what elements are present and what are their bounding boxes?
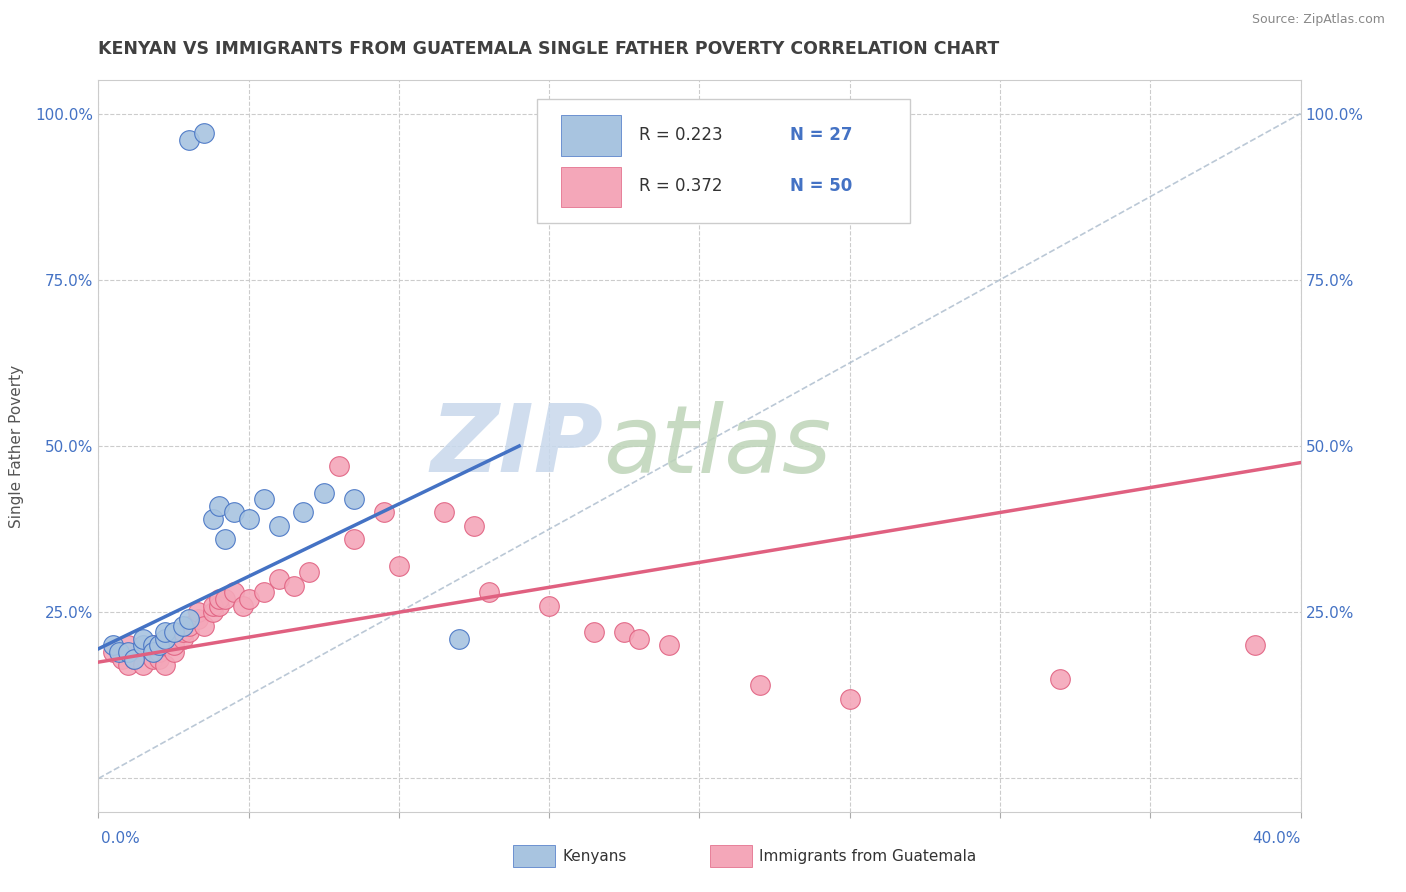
Point [108, 645, 131, 659]
Point [222, 585, 245, 599]
Point [132, 632, 155, 646]
Point [148, 645, 170, 659]
Point [193, 618, 215, 632]
Point [343, 532, 366, 546]
Point [177, 625, 200, 640]
Text: Kenyans: Kenyans [562, 849, 627, 863]
Point [153, 639, 176, 653]
Point [124, 652, 146, 666]
Point [214, 591, 236, 606]
Text: ZIP: ZIP [430, 400, 603, 492]
Point [162, 625, 184, 640]
Point [343, 492, 366, 507]
Point [1049, 672, 1071, 686]
Point [658, 639, 681, 653]
Point [124, 652, 146, 666]
Point [463, 518, 485, 533]
Point [177, 618, 200, 632]
Point [132, 658, 155, 673]
Point [148, 639, 170, 653]
Point [208, 499, 231, 513]
Point [117, 658, 139, 673]
Point [1244, 639, 1267, 653]
Point [583, 625, 606, 640]
Point [232, 599, 254, 613]
Text: 0.0%: 0.0% [101, 831, 141, 846]
Point [132, 639, 155, 653]
Point [162, 639, 184, 653]
Point [187, 605, 209, 619]
Point [141, 645, 163, 659]
Point [177, 612, 200, 626]
Point [628, 632, 651, 646]
Point [103, 645, 125, 659]
Point [214, 532, 236, 546]
Point [328, 458, 350, 473]
Point [267, 572, 290, 586]
Point [111, 652, 134, 666]
Y-axis label: Single Father Poverty: Single Father Poverty [10, 365, 24, 527]
Point [267, 518, 290, 533]
FancyBboxPatch shape [537, 99, 910, 223]
Point [238, 512, 260, 526]
Text: R = 0.372: R = 0.372 [640, 178, 723, 195]
Point [141, 639, 163, 653]
Point [172, 625, 194, 640]
Point [141, 652, 163, 666]
Point [312, 485, 335, 500]
Point [153, 658, 176, 673]
Text: atlas: atlas [603, 401, 831, 491]
FancyBboxPatch shape [561, 115, 621, 155]
Point [162, 645, 184, 659]
Text: N = 27: N = 27 [790, 126, 852, 145]
Point [201, 512, 224, 526]
Point [478, 585, 501, 599]
Point [148, 652, 170, 666]
Point [172, 618, 194, 632]
Point [177, 133, 200, 147]
Point [388, 558, 411, 573]
Point [298, 566, 321, 580]
Point [208, 599, 231, 613]
Point [187, 612, 209, 626]
Point [132, 645, 155, 659]
Point [117, 645, 139, 659]
Point [283, 579, 305, 593]
Point [201, 605, 224, 619]
Point [613, 625, 636, 640]
Point [193, 127, 215, 141]
Point [153, 625, 176, 640]
FancyBboxPatch shape [561, 167, 621, 207]
Point [433, 506, 456, 520]
Point [447, 632, 470, 646]
Point [253, 585, 276, 599]
Point [117, 639, 139, 653]
Point [103, 639, 125, 653]
Point [201, 599, 224, 613]
Point [748, 678, 770, 692]
Text: Immigrants from Guatemala: Immigrants from Guatemala [759, 849, 977, 863]
Point [208, 591, 231, 606]
Text: KENYAN VS IMMIGRANTS FROM GUATEMALA SINGLE FATHER POVERTY CORRELATION CHART: KENYAN VS IMMIGRANTS FROM GUATEMALA SING… [98, 40, 1000, 58]
Point [238, 591, 260, 606]
Text: R = 0.223: R = 0.223 [640, 126, 723, 145]
Point [222, 506, 245, 520]
Text: N = 50: N = 50 [790, 178, 852, 195]
Text: 40.0%: 40.0% [1253, 831, 1301, 846]
Point [153, 632, 176, 646]
Point [373, 506, 395, 520]
Point [838, 691, 860, 706]
Point [141, 639, 163, 653]
Point [291, 506, 314, 520]
Text: Source: ZipAtlas.com: Source: ZipAtlas.com [1251, 13, 1385, 27]
Point [172, 632, 194, 646]
Point [253, 492, 276, 507]
Point [538, 599, 561, 613]
